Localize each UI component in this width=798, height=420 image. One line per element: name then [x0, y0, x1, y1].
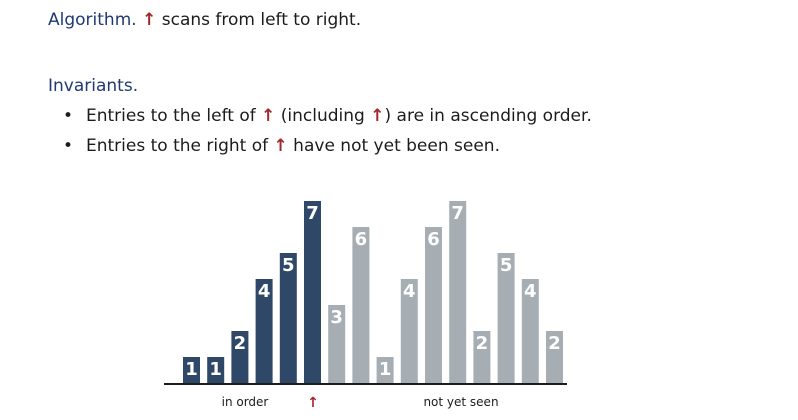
bar-unseen [328, 305, 346, 383]
bar-value-label: 5 [500, 255, 513, 276]
bar-unseen [352, 227, 370, 383]
arrow-icon: ↑ [142, 10, 157, 30]
bullet-icon: • [63, 106, 74, 126]
bar-value-label: 7 [451, 203, 464, 224]
bar-sorted [255, 279, 273, 383]
bullet-icon: • [63, 136, 74, 156]
bar-value-label: 5 [282, 255, 295, 276]
arrow-icon: ↑ [261, 106, 276, 126]
bar-value-label: 3 [330, 307, 343, 328]
algorithm-label: Algorithm. [48, 10, 137, 30]
bar-unseen [400, 279, 418, 383]
bar-unseen [425, 227, 442, 383]
bar-unseen [497, 253, 515, 383]
bar-value-label: 2 [476, 333, 489, 354]
bullet-1-after: ) are in ascending order. [384, 106, 592, 126]
bullet-1-middle: (including [275, 106, 371, 126]
in-order-label: in order [222, 395, 269, 409]
bar-value-label: 2 [548, 333, 561, 354]
invariants-title: Invariants. [48, 76, 139, 96]
bar-sorted [231, 331, 249, 383]
bullet-2-before: Entries to the right of [86, 136, 274, 156]
bar-value-label: 6 [427, 229, 440, 250]
bar-value-label: 2 [234, 333, 247, 354]
bullet-2-after: have not yet been seen. [287, 136, 500, 156]
bar-unseen [521, 279, 539, 383]
invariant-bullet-1: Entries to the left of ↑ (including ↑) a… [86, 106, 592, 126]
bar-unseen [546, 331, 563, 383]
bar-value-label: 1 [185, 359, 198, 380]
bar-value-label: 6 [355, 229, 368, 250]
bar-value-label: 4 [403, 281, 416, 302]
bar-value-label: 1 [209, 359, 222, 380]
pointer-arrow-icon: ↑ [307, 395, 319, 411]
bar-sorted [207, 357, 225, 383]
bar-value-label: 7 [306, 203, 319, 224]
algorithm-line: Algorithm. ↑ scans from left to right. [48, 10, 361, 30]
bar-value-label: 4 [258, 281, 271, 302]
bar-sorted [279, 253, 297, 383]
bar-unseen [449, 201, 467, 383]
bar-value-label: 4 [524, 281, 537, 302]
bar-value-label: 1 [379, 359, 392, 380]
invariant-bullet-2: Entries to the right of ↑ have not yet b… [86, 136, 500, 156]
bar-pointer [304, 201, 321, 383]
bullet-1-before: Entries to the left of [86, 106, 262, 126]
bar-unseen [376, 357, 394, 383]
algorithm-text: scans from left to right. [161, 10, 362, 30]
arrow-icon: ↑ [370, 106, 385, 126]
not-yet-seen-label: not yet seen [423, 395, 498, 409]
bar-unseen [473, 331, 491, 383]
bar-sorted [183, 357, 200, 383]
arrow-icon: ↑ [273, 136, 288, 156]
